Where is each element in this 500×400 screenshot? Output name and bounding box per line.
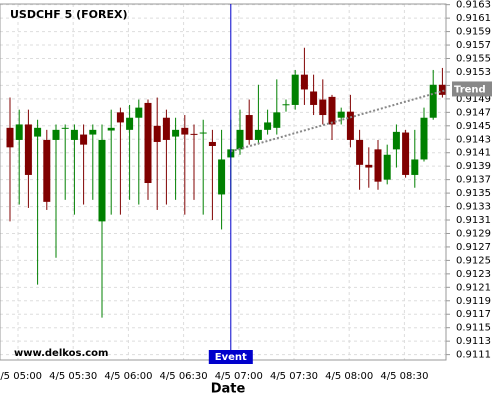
candle-body (34, 127, 42, 137)
y-tick-label: 0.9123 (456, 269, 491, 280)
candle-body (153, 125, 161, 142)
candle-body (411, 159, 419, 175)
x-tick-label: 4/5 05:00 (0, 371, 42, 382)
y-tick-label: 0.9153 (456, 67, 491, 78)
candle-body (337, 111, 345, 118)
candle-body (61, 127, 69, 129)
y-tick-label: 0.9161 (456, 13, 491, 24)
candle-body (365, 164, 373, 168)
y-tick-label: 0.9125 (456, 255, 491, 266)
y-tick-label: 0.9129 (456, 228, 491, 239)
candle-body (273, 112, 281, 128)
candle-body (328, 96, 336, 125)
candle-body (438, 84, 446, 95)
candle-body (24, 124, 32, 175)
candle-body (282, 104, 290, 106)
x-tick-label: 4/5 07:00 (215, 371, 263, 382)
candle-body (199, 132, 207, 134)
candle-body (116, 112, 124, 123)
y-tick-label: 0.9111 (456, 350, 491, 361)
x-tick-label: 4/5 06:00 (104, 371, 152, 382)
candle-body (319, 99, 327, 116)
candle-body (172, 129, 180, 137)
candle-body (402, 132, 410, 175)
candle-body (43, 139, 51, 202)
candle-body (374, 149, 382, 182)
candle-body (15, 124, 23, 140)
candle-body (420, 117, 428, 160)
candle-body (144, 102, 152, 184)
x-tick-label: 4/5 08:00 (325, 371, 373, 382)
y-tick-label: 0.9119 (456, 296, 491, 307)
candle-body (236, 129, 244, 150)
candle-body (254, 129, 262, 140)
y-tick-label: 0.9157 (456, 40, 491, 51)
candle-body (126, 117, 134, 130)
candle-body (162, 117, 170, 140)
candle-body (429, 84, 437, 118)
candle-body (245, 115, 253, 140)
y-tick-label: 0.9115 (456, 323, 491, 334)
candle-body (291, 74, 299, 105)
candle-body (181, 127, 189, 135)
y-tick-label: 0.9149 (456, 94, 491, 105)
candle-body (392, 131, 400, 150)
y-tick-label: 0.9141 (456, 148, 491, 159)
y-tick-label: 0.9121 (456, 282, 491, 293)
candle-body (383, 154, 391, 180)
candle-body (310, 91, 318, 105)
y-tick-label: 0.9131 (456, 215, 491, 226)
y-tick-label: 0.9135 (456, 188, 491, 199)
candle-body (218, 159, 226, 195)
y-tick-label: 0.9117 (456, 309, 491, 320)
candle-body (89, 129, 97, 135)
chart-title: USDCHF 5 (FOREX) (10, 8, 127, 21)
y-tick-label: 0.9139 (456, 161, 491, 172)
y-tick-label: 0.9143 (456, 134, 491, 145)
y-tick-label: 0.9163 (456, 0, 491, 11)
candle-body (70, 129, 78, 140)
candle-body (135, 107, 143, 118)
candle-body (346, 111, 354, 140)
trend-line (230, 89, 446, 153)
x-tick-label: 4/5 06:30 (160, 371, 208, 382)
candle-body (107, 127, 115, 131)
candle-body (208, 141, 216, 146)
candle-body (300, 74, 308, 90)
x-tick-label: 4/5 08:30 (380, 371, 428, 382)
x-axis-title: Date (211, 382, 246, 397)
candle-body (264, 122, 272, 130)
event-label: Event (215, 352, 247, 363)
y-tick-label: 0.9133 (456, 202, 491, 213)
x-tick-label: 4/5 07:30 (270, 371, 318, 382)
x-tick-label: 4/5 05:30 (49, 371, 97, 382)
candle-body (356, 139, 364, 165)
watermark: www.delkos.com (14, 348, 108, 359)
y-tick-label: 0.9147 (456, 107, 491, 118)
candle-body (80, 134, 88, 145)
y-tick-label: 0.9137 (456, 175, 491, 186)
candle-body (52, 129, 60, 140)
event-tag (208, 350, 253, 364)
y-tick-label: 0.9113 (456, 336, 491, 347)
y-tick-label: 0.9159 (456, 27, 491, 38)
candle-body (190, 133, 198, 135)
trend-label: Trend (454, 84, 486, 95)
y-tick-label: 0.9127 (456, 242, 491, 253)
y-tick-label: 0.9155 (456, 54, 491, 65)
y-tick-label: 0.9145 (456, 121, 491, 132)
trend-tag (452, 81, 492, 97)
candle-body (6, 127, 14, 148)
candle-body (98, 139, 106, 222)
